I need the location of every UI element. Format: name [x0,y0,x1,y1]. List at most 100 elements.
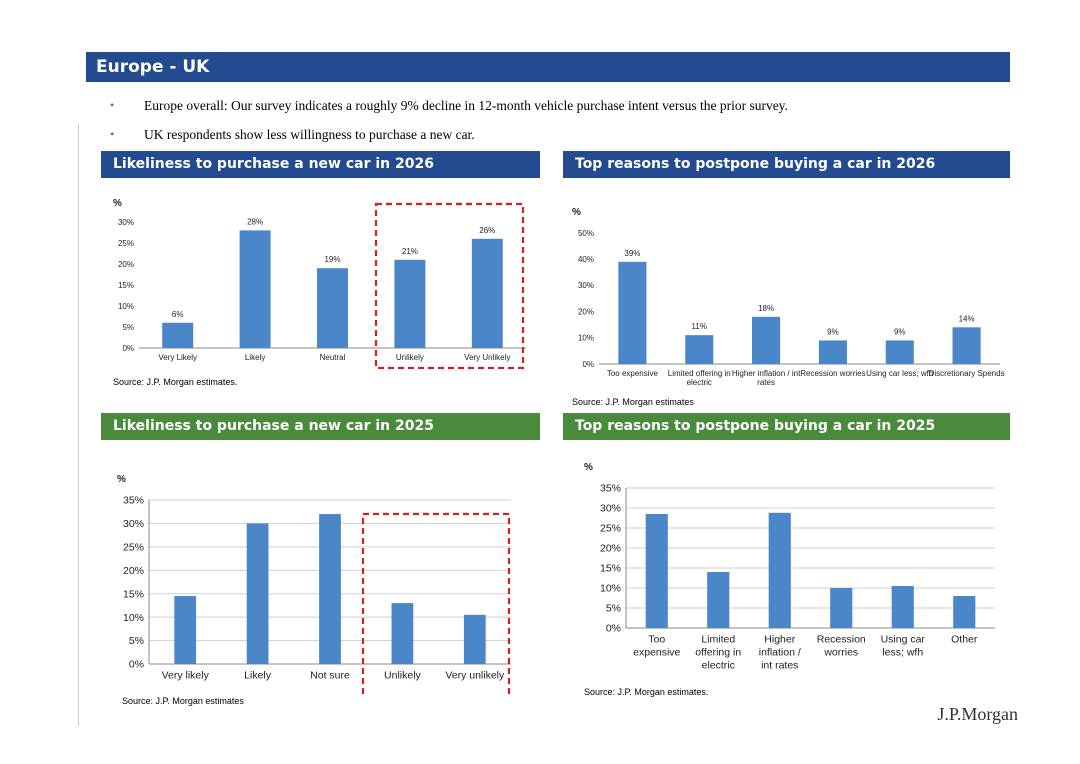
y-tick-label: 0% [582,360,594,369]
x-category-label: Unlikely [396,353,424,362]
y-tick-label: 5% [606,603,621,615]
x-category-label: Limited offering in electric [695,634,741,672]
page-title: Europe - UK [86,52,1010,82]
x-category-label: Using car less; wfh [866,369,933,378]
x-category-label: Higher inflation / int rates [759,634,801,672]
bar [246,523,269,664]
bar [952,327,981,364]
chart-purchase-2025: % 0% 5% 10% 15% 20% 25% 30% 35% Very likely Likely… [117,474,511,696]
bar [394,259,426,348]
source-note: Source: J.P. Morgan estimates. [113,377,238,387]
data-label: 6% [172,310,184,319]
y-tick-label: 10% [118,302,134,311]
data-label: 39% [624,249,640,258]
bar [317,268,348,348]
y-tick-label: 25% [118,239,134,248]
source-note: Source: J.P. Morgan estimates [572,397,694,407]
chart4-title: Top reasons to postpone buying a car in … [563,413,1010,440]
x-category-label: Neutral [320,353,346,362]
y-tick-label: 30% [123,518,144,530]
y-tick-label: 25% [123,542,144,554]
x-category-label: Not sure [310,670,350,682]
bar [471,238,503,348]
y-axis-unit-label: % [572,207,581,218]
y-tick-label: 50% [578,229,594,238]
y-tick-label: 20% [123,565,144,577]
bar [818,340,847,364]
y-tick-label: 30% [118,218,134,227]
y-tick-label: 25% [600,523,621,535]
data-label: 11% [692,322,707,331]
chart3-title: Likeliness to purchase a new car in 2025 [101,413,540,440]
x-category-label: Very likely [162,670,210,682]
bullet-text: UK respondents show less willingness to … [144,127,475,142]
bar [645,514,668,628]
x-category-label: Very Unlikely [464,353,510,362]
data-label: 9% [894,327,906,336]
bullet-dot: • [110,127,115,141]
bar [391,603,414,664]
chart-postpone-2025: % 0% 5% 10% 15% 20% 25% 30% 35% Too expensive Limit… [584,462,995,672]
bullet-text: Europe overall: Our survey indicates a r… [144,98,788,113]
bar [239,230,271,348]
y-tick-label: 5% [129,635,144,647]
y-tick-label: 0% [129,659,144,671]
x-category-label: Likely [244,670,272,682]
y-tick-label: 20% [118,260,134,269]
x-category-label: Unlikely [384,670,422,682]
bar [768,512,791,628]
y-tick-label: 15% [123,588,144,600]
data-label: 28% [247,217,263,226]
y-tick-label: 20% [600,543,621,555]
bar [319,514,341,664]
bar [174,596,197,664]
chart1-title: Likeliness to purchase a new car in 2026 [101,151,540,178]
x-category-label: Recession worries [817,634,866,659]
y-tick-label: 10% [600,583,621,595]
bar [685,335,714,364]
chart-purchase-2026: % 0% 5% 10% 15% 20% 25% 30% 6% Very Likely 28% Like… [113,198,526,370]
y-tick-label: 10% [123,612,144,624]
y-axis-unit-label: % [117,474,126,485]
jpmorgan-logo: J.P.Morgan [937,704,1018,724]
y-tick-label: 40% [578,255,594,264]
y-tick-label: 5% [122,323,134,332]
bar [891,586,914,628]
x-category-label: Very Likely [158,353,197,362]
x-category-label: Discretionary Spends [929,369,1005,378]
data-label: 26% [479,226,495,235]
source-note: Source: J.P. Morgan estimates [122,696,244,706]
y-axis-unit-label: % [113,198,122,209]
chart-postpone-2026: % 0% 10% 20% 30% 40% 50% 39% Too expensive 11% Lim… [572,207,1005,387]
y-tick-label: 30% [600,503,621,515]
x-category-label: Very unlikely [445,670,505,682]
bar [162,322,194,348]
chart2-title: Top reasons to postpone buying a car in … [563,151,1010,178]
x-category-label: Recession worries [800,369,865,378]
source-note: Source: J.P. Morgan estimates. [584,687,709,697]
bar [707,572,730,628]
y-tick-label: 10% [578,334,594,343]
data-label: 14% [959,314,975,323]
x-category-label: Higher inflation / int rates [732,369,801,387]
y-tick-label: 0% [606,623,621,635]
x-category-label: Too expensive [607,369,659,378]
bar [752,316,781,364]
x-category-label: Other [951,634,978,646]
bar [885,340,914,364]
x-category-label: Using car less; wfh [881,634,926,659]
y-tick-label: 30% [578,281,594,290]
x-category-label: Limited offering in electric [668,369,731,387]
margin-divider [78,124,79,726]
y-tick-label: 20% [578,307,594,316]
data-label: 21% [402,247,418,256]
data-label: 18% [758,304,774,313]
bar [618,261,647,364]
data-label: 19% [324,255,340,264]
bar [953,596,976,628]
y-tick-label: 35% [600,483,621,495]
y-tick-label: 15% [600,563,621,575]
bullet-dot: • [110,98,115,112]
data-label: 9% [827,327,839,336]
highlight-box [361,512,511,696]
